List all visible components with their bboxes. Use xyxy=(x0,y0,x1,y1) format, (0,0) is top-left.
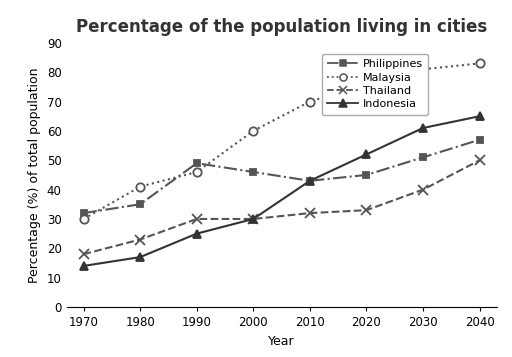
X-axis label: Year: Year xyxy=(268,335,295,348)
Title: Percentage of the population living in cities: Percentage of the population living in c… xyxy=(76,18,487,36)
Legend: Philippines, Malaysia, Thailand, Indonesia: Philippines, Malaysia, Thailand, Indones… xyxy=(322,54,429,115)
Y-axis label: Percentage (%) of total population: Percentage (%) of total population xyxy=(28,67,41,283)
